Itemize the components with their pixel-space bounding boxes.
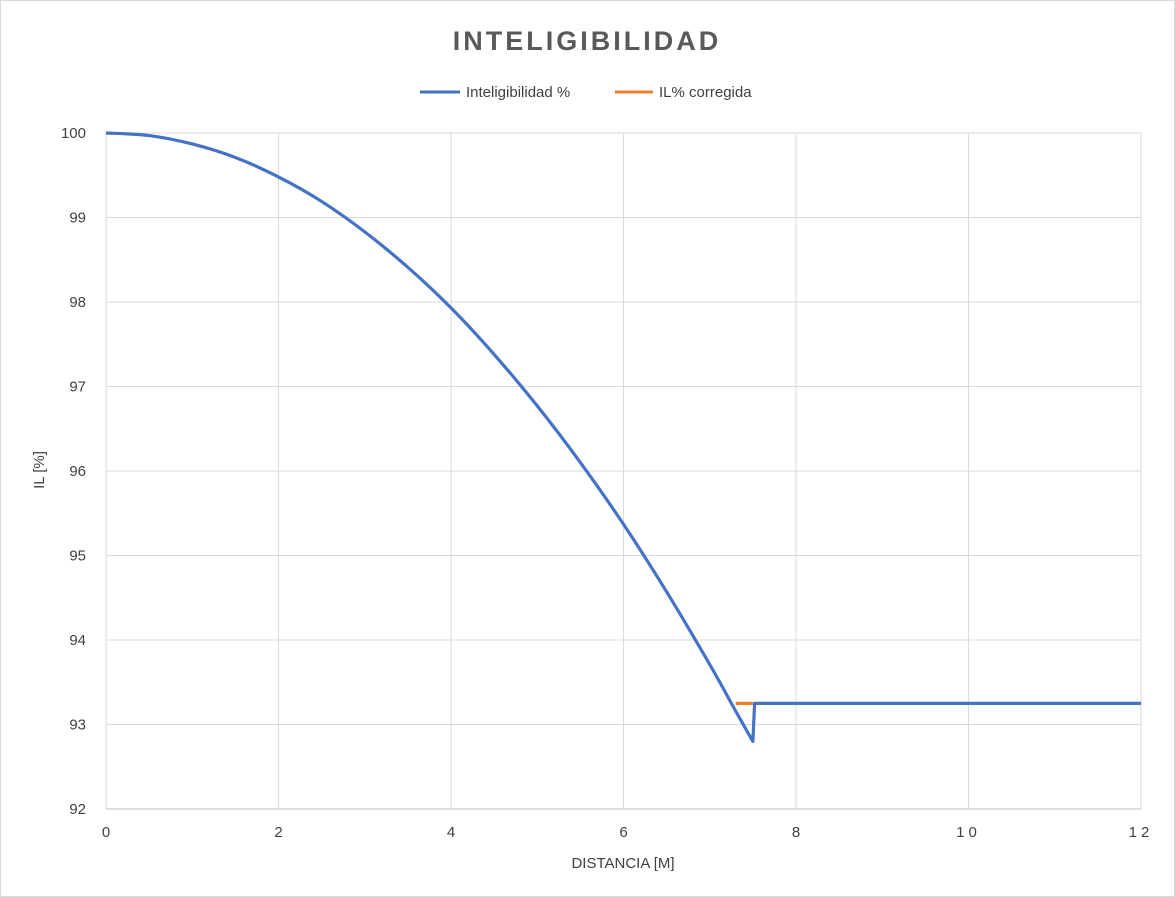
series-lines — [105, 131, 1141, 743]
y-tick-label: 96 — [69, 463, 86, 480]
legend-label-il-corregida: IL% corregida — [659, 84, 752, 101]
y-tick-label: 92 — [69, 801, 86, 818]
x-axis-label: DISTANCIA [M] — [571, 855, 674, 872]
series-line-inteligibilidad — [105, 131, 1141, 743]
y-tick-label: 99 — [69, 210, 86, 227]
x-tick-label: 0 — [102, 824, 110, 841]
y-axis-label: IL [%] — [31, 451, 48, 489]
y-tick-label: 100 — [61, 125, 86, 142]
y-tick-label: 98 — [69, 294, 86, 311]
legend: Inteligibilidad % IL% corregida — [420, 84, 752, 101]
x-tick-label: 8 — [792, 824, 800, 841]
gridlines — [105, 132, 1142, 810]
x-tick-label: 12 — [1129, 824, 1154, 841]
y-tick-label: 93 — [69, 717, 86, 734]
legend-label-inteligibilidad: Inteligibilidad % — [466, 84, 570, 101]
x-tick-label: 2 — [274, 824, 282, 841]
x-tick-label: 6 — [619, 824, 627, 841]
tick-labels: 92 93 94 95 96 97 98 99 100 0 2 4 6 8 10 12 — [61, 125, 1154, 841]
chart-title: INTELIGIBILIDAD — [453, 26, 722, 56]
x-tick-label: 10 — [956, 824, 981, 841]
y-tick-label: 97 — [69, 379, 86, 396]
y-tick-label: 94 — [69, 632, 86, 649]
x-tick-label: 4 — [447, 824, 455, 841]
y-tick-label: 95 — [69, 548, 86, 565]
